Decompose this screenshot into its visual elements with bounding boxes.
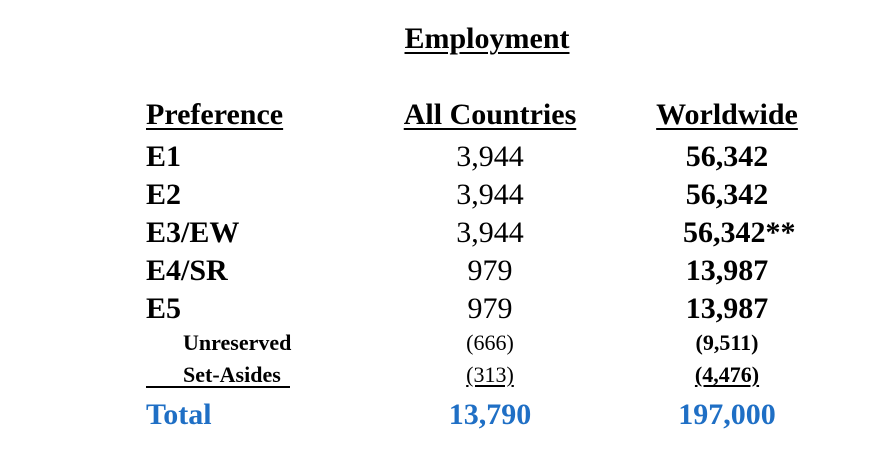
subtotal-underline — [146, 386, 290, 388]
subrow-set-asides-all-countries: (313) — [466, 362, 514, 387]
row-e1-all-countries: 3,944 — [456, 140, 524, 173]
page-title: Employment — [404, 22, 570, 55]
row-e4sr-preference: E4/SR — [146, 254, 228, 287]
row-e5-preference: E5 — [146, 292, 182, 325]
subrow-set-asides-preference: Set-Asides — [183, 362, 281, 387]
subrow-unreserved-all-countries: (666) — [466, 330, 514, 355]
row-e2-preference: E2 — [146, 178, 182, 211]
header-all-countries: All Countries — [403, 98, 577, 131]
subrow-unreserved-worldwide: (9,511) — [695, 330, 759, 355]
row-e2-worldwide: 56,342 — [685, 178, 769, 211]
total-label: Total — [146, 398, 212, 431]
row-e4sr-all-countries: 979 — [467, 254, 513, 287]
row-e1-preference: E1 — [146, 140, 182, 173]
row-e2-all-countries: 3,944 — [456, 178, 524, 211]
row-e5-all-countries: 979 — [467, 292, 513, 325]
total-worldwide: 197,000 — [678, 398, 776, 431]
row-e1-worldwide: 56,342 — [685, 140, 769, 173]
total-all-countries: 13,790 — [448, 398, 532, 431]
header-worldwide: Worldwide — [656, 98, 798, 131]
row-e3ew-worldwide: 56,342** — [683, 216, 796, 249]
row-e5-worldwide: 13,987 — [685, 292, 769, 325]
row-e4sr-worldwide: 13,987 — [685, 254, 769, 287]
header-preference: Preference — [146, 98, 284, 131]
row-e3ew-all-countries: 3,944 — [456, 216, 524, 249]
row-e3ew-preference: E3/EW — [146, 216, 240, 249]
subrow-unreserved-preference: Unreserved — [183, 330, 292, 355]
subrow-set-asides-worldwide: (4,476) — [694, 362, 760, 387]
